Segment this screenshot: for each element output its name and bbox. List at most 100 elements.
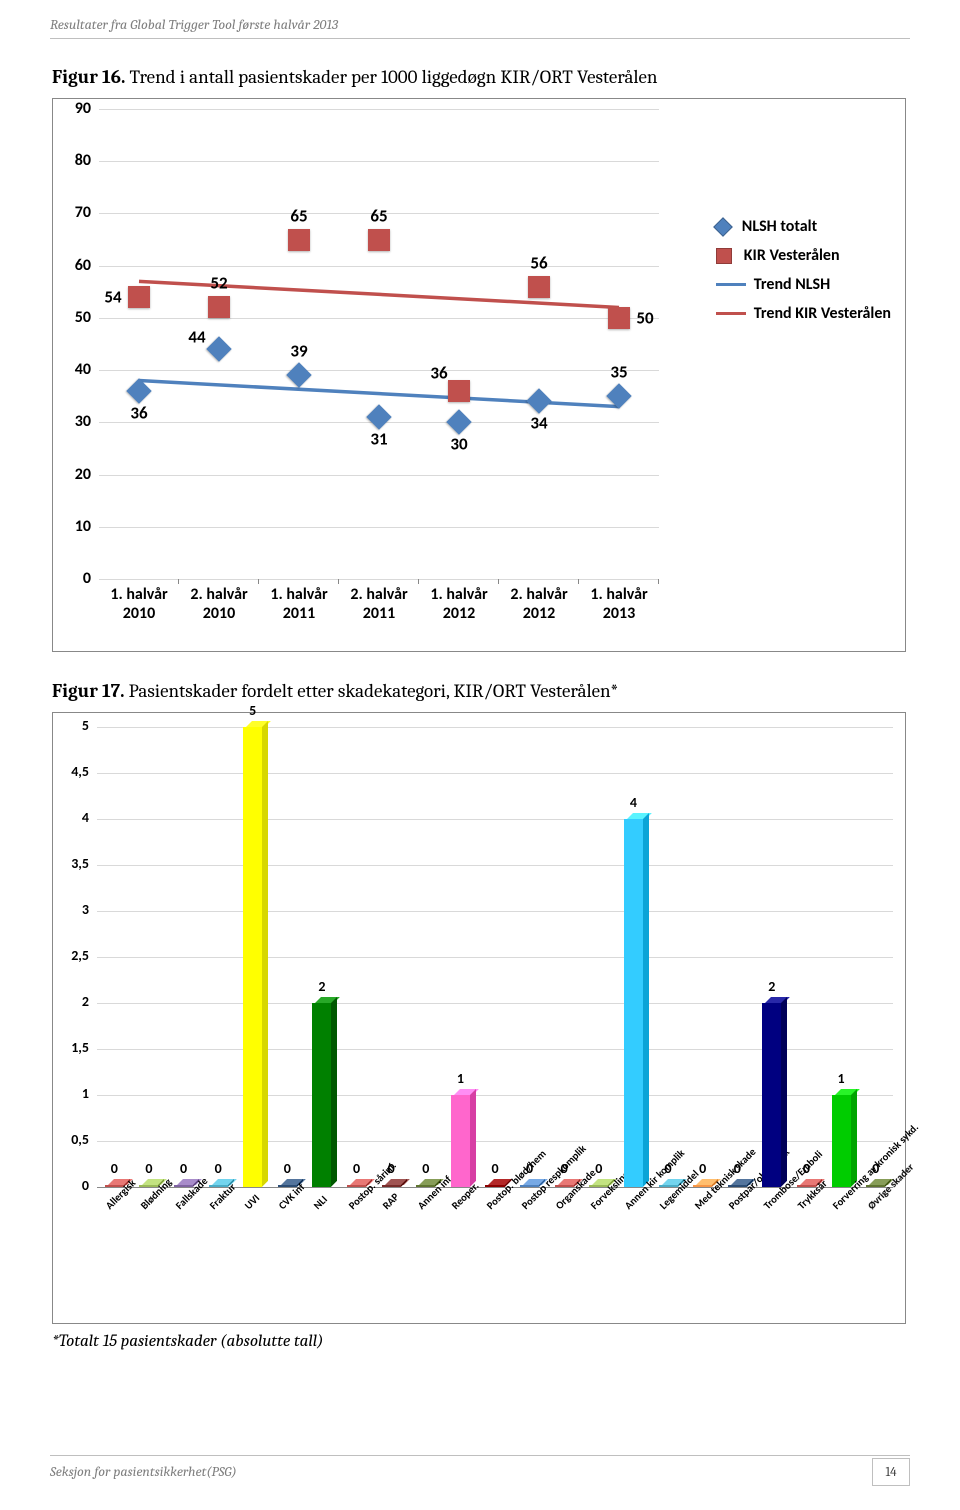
bar xyxy=(762,1003,781,1187)
bar-value-label: 0 xyxy=(284,1160,291,1177)
data-label: 50 xyxy=(636,307,653,328)
header-rule xyxy=(50,38,910,39)
y-tick-label: 0 xyxy=(61,569,91,588)
y-tick-label: 90 xyxy=(61,99,91,118)
data-marker xyxy=(526,389,551,414)
bar-value-label: 0 xyxy=(180,1160,187,1177)
data-label: 31 xyxy=(370,429,387,450)
x-tick-label: 2. halvår2011 xyxy=(334,585,424,623)
data-marker xyxy=(608,307,630,329)
x-tick-mark xyxy=(578,579,579,584)
data-label: 44 xyxy=(188,327,205,348)
data-label: 52 xyxy=(210,273,227,294)
gridline xyxy=(97,773,893,774)
bar-value-label: 1 xyxy=(838,1070,845,1087)
page-header: Resultater fra Global Trigger Tool først… xyxy=(50,16,338,33)
y-tick-label: 70 xyxy=(61,203,91,222)
y-tick-label: 10 xyxy=(61,517,91,536)
bar-value-label: 2 xyxy=(768,978,775,995)
bar-value-label: 0 xyxy=(215,1160,222,1177)
line-icon xyxy=(716,312,746,315)
x-tick-label: 1. halvår2012 xyxy=(414,585,504,623)
gridline xyxy=(99,161,659,162)
figure16-caption-prefix: Figur 16. xyxy=(52,66,125,88)
x-tick-label: 1. halvår2011 xyxy=(254,585,344,623)
line-icon xyxy=(716,283,746,286)
footer-rule xyxy=(50,1455,910,1456)
gridline xyxy=(99,370,659,371)
data-label: 39 xyxy=(290,341,307,362)
data-marker xyxy=(128,286,150,308)
page-footer: Seksjon for pasientsikkerhet(PSG) xyxy=(50,1463,237,1480)
bar-value-label: 0 xyxy=(353,1160,360,1177)
x-tick-mark xyxy=(418,579,419,584)
data-label: 30 xyxy=(450,434,467,455)
page-number: 14 xyxy=(872,1458,910,1486)
bar-value-label: 4 xyxy=(630,794,637,811)
bar-value-label: 0 xyxy=(561,1160,568,1177)
data-label: 34 xyxy=(530,413,547,434)
x-tick-mark xyxy=(338,579,339,584)
gridline xyxy=(97,819,893,820)
x-tick-mark xyxy=(258,579,259,584)
bar-value-label: 0 xyxy=(872,1160,879,1177)
bar-value-label: 0 xyxy=(491,1160,498,1177)
y-tick-label: 3,5 xyxy=(59,855,89,872)
legend-label: KIR Vesterålen xyxy=(744,246,840,265)
y-tick-label: 3 xyxy=(59,901,89,918)
chart1-legend: NLSH totalt KIR Vesterålen Trend NLSH Tr… xyxy=(716,217,891,333)
chart1-plot-area: 01020304050607080901. halvår20102. halvå… xyxy=(99,109,659,579)
bar xyxy=(243,727,262,1187)
bar xyxy=(451,1095,470,1187)
legend-label: NLSH totalt xyxy=(742,217,817,236)
figure17-footnote: *Totalt 15 pasientskader (absolutte tall… xyxy=(52,1332,323,1351)
y-tick-label: 1 xyxy=(59,1085,89,1102)
data-label: 35 xyxy=(610,362,627,383)
gridline xyxy=(99,109,659,110)
x-tick-label: 1. halvår2013 xyxy=(574,585,664,623)
legend-label: Trend KIR Vesterålen xyxy=(754,304,891,323)
chart2-container: 00,511,522,533,544,550Allergisk0Blødning… xyxy=(52,712,906,1324)
x-tick-label: 2. halvår2010 xyxy=(174,585,264,623)
figure17-caption-rest: Pasientskader fordelt etter skadekategor… xyxy=(125,680,619,702)
bar xyxy=(832,1095,851,1187)
data-label: 56 xyxy=(530,252,547,273)
bar-value-label: 1 xyxy=(457,1070,464,1087)
x-tick-label: NLI xyxy=(311,1193,330,1212)
data-marker xyxy=(126,378,151,403)
chart1-container: 01020304050607080901. halvår20102. halvå… xyxy=(52,98,906,652)
gridline xyxy=(99,318,659,319)
data-label: 65 xyxy=(370,205,387,226)
bar-value-label: 0 xyxy=(526,1160,533,1177)
x-tick-mark xyxy=(178,579,179,584)
gridline xyxy=(99,527,659,528)
bar-value-label: 0 xyxy=(145,1160,152,1177)
bar xyxy=(624,819,643,1187)
chart1-trendlines xyxy=(99,109,659,579)
bar-value-label: 0 xyxy=(111,1160,118,1177)
gridline xyxy=(99,475,659,476)
data-label: 54 xyxy=(104,287,121,308)
diamond-marker-icon xyxy=(713,217,733,237)
gridline xyxy=(99,266,659,267)
figure17-caption: Figur 17. Pasientskader fordelt etter sk… xyxy=(52,680,618,702)
figure16-caption-rest: Trend i antall pasientskader per 1000 li… xyxy=(125,66,657,88)
gridline xyxy=(99,579,659,580)
y-tick-label: 0 xyxy=(59,1177,89,1194)
legend-row-kir: KIR Vesterålen xyxy=(716,246,891,265)
x-axis-line xyxy=(97,1187,893,1188)
gridline xyxy=(97,727,893,728)
bar-value-label: 0 xyxy=(388,1160,395,1177)
data-marker xyxy=(528,276,550,298)
y-tick-label: 4,5 xyxy=(59,763,89,780)
data-marker xyxy=(286,363,311,388)
legend-label: Trend NLSH xyxy=(754,275,830,294)
data-label: 65 xyxy=(290,205,307,226)
data-marker xyxy=(446,410,471,435)
square-marker-icon xyxy=(716,248,732,264)
y-tick-label: 1,5 xyxy=(59,1039,89,1056)
y-tick-label: 0,5 xyxy=(59,1131,89,1148)
bar xyxy=(312,1003,331,1187)
y-tick-label: 60 xyxy=(61,256,91,275)
gridline xyxy=(97,957,893,958)
